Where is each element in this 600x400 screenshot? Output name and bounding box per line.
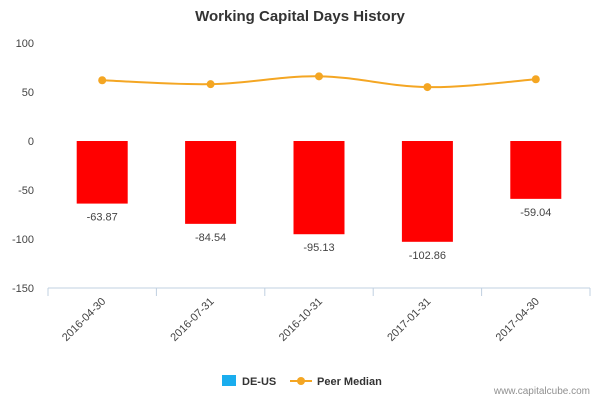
y-tick-label: -150 <box>12 283 34 295</box>
peer-median-point-2017-01-31 <box>423 83 432 92</box>
x-tick-label: 2016-04-30 <box>60 296 108 344</box>
y-tick-label: -50 <box>18 185 34 197</box>
bar-data-labels: -63.87 -84.54 -95.13 -102.86 -59.04 <box>87 207 552 262</box>
legend: DE-US Peer Median <box>222 375 382 388</box>
y-axis-ticks: 100 50 0 -50 -100 -150 <box>12 38 34 295</box>
bar-2016-07-31 <box>185 141 237 224</box>
bar-data-label: -59.04 <box>520 207 551 219</box>
bar-data-label: -63.87 <box>87 212 118 224</box>
x-tick-label: 2016-07-31 <box>168 296 216 344</box>
x-tick-label: 2017-01-31 <box>385 296 433 344</box>
y-tick-label: -100 <box>12 234 34 246</box>
x-tick-label: 2016-10-31 <box>277 296 325 344</box>
bar-data-label: -95.13 <box>303 242 334 254</box>
bar-data-label: -84.54 <box>195 232 226 244</box>
peer-median-point-2017-04-30 <box>531 75 540 84</box>
bar-2017-01-31 <box>401 141 453 242</box>
peer-median-points <box>98 72 540 92</box>
credit-text: www.capitalcube.com <box>493 386 590 397</box>
legend-swatch-peer-median-dot <box>297 377 305 385</box>
y-tick-label: 100 <box>16 38 34 50</box>
bar-2016-10-31 <box>293 141 345 235</box>
peer-median-point-2016-07-31 <box>206 80 215 89</box>
chart-title: Working Capital Days History <box>195 8 405 25</box>
legend-swatch-de-us <box>222 375 236 386</box>
y-tick-label: 0 <box>28 136 34 148</box>
peer-median-point-2016-04-30 <box>98 76 107 85</box>
legend-label-de-us: DE-US <box>242 376 276 388</box>
bar-2017-04-30 <box>510 141 562 199</box>
bar-series <box>76 141 562 242</box>
y-tick-label: 50 <box>22 87 34 99</box>
peer-median-point-2016-10-31 <box>315 72 323 81</box>
x-tick-label: 2017-04-30 <box>494 296 542 344</box>
bar-data-label: -102.86 <box>409 250 446 262</box>
x-axis-ticks: 2016-04-30 2016-07-31 2016-10-31 2017-01-31… <box>47 288 591 344</box>
legend-label-peer-median: Peer Median <box>317 376 382 388</box>
bar-2016-04-30 <box>76 141 128 204</box>
